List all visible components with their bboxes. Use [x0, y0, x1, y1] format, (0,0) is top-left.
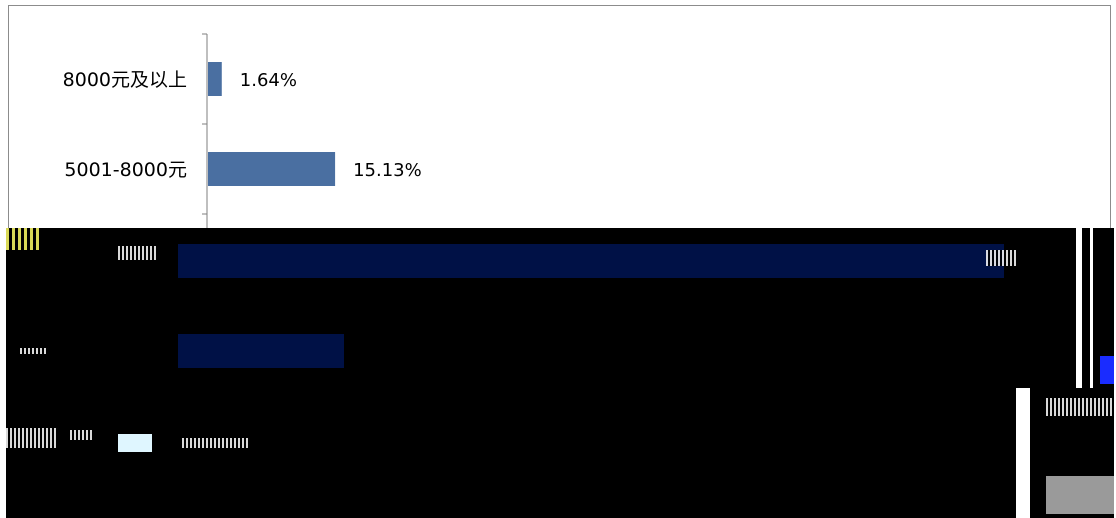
- glitch-noise: [182, 438, 248, 448]
- labels: 8000元及以上 1.64% 5001-8000元 15.13%: [63, 69, 422, 181]
- glitch-bar: [178, 334, 344, 368]
- data-label: 15.13%: [353, 160, 422, 181]
- glitch-bar: [178, 244, 1004, 278]
- glitch-noise: [118, 246, 158, 260]
- glitch-noise: [986, 250, 1016, 266]
- bar: [208, 152, 336, 186]
- glitch-block: [1046, 476, 1114, 514]
- glitch-vline: [1090, 228, 1093, 388]
- glitch-noise: [70, 430, 94, 440]
- category-label: 5001-8000元: [64, 159, 187, 181]
- glitch-vline: [1076, 228, 1082, 388]
- glitch-noise: [6, 428, 58, 448]
- glitch-noise: [1046, 398, 1114, 416]
- glitch-block: [1100, 356, 1114, 384]
- bar: [208, 62, 222, 96]
- bars: [208, 62, 336, 186]
- glitch-vline: [1016, 388, 1030, 518]
- corrupted-region: [6, 228, 1114, 518]
- data-label: 1.64%: [240, 70, 297, 91]
- glitch-noise: [6, 228, 40, 250]
- glitch-noise: [20, 348, 46, 354]
- category-label: 8000元及以上: [63, 69, 187, 91]
- glitch-block: [118, 434, 152, 452]
